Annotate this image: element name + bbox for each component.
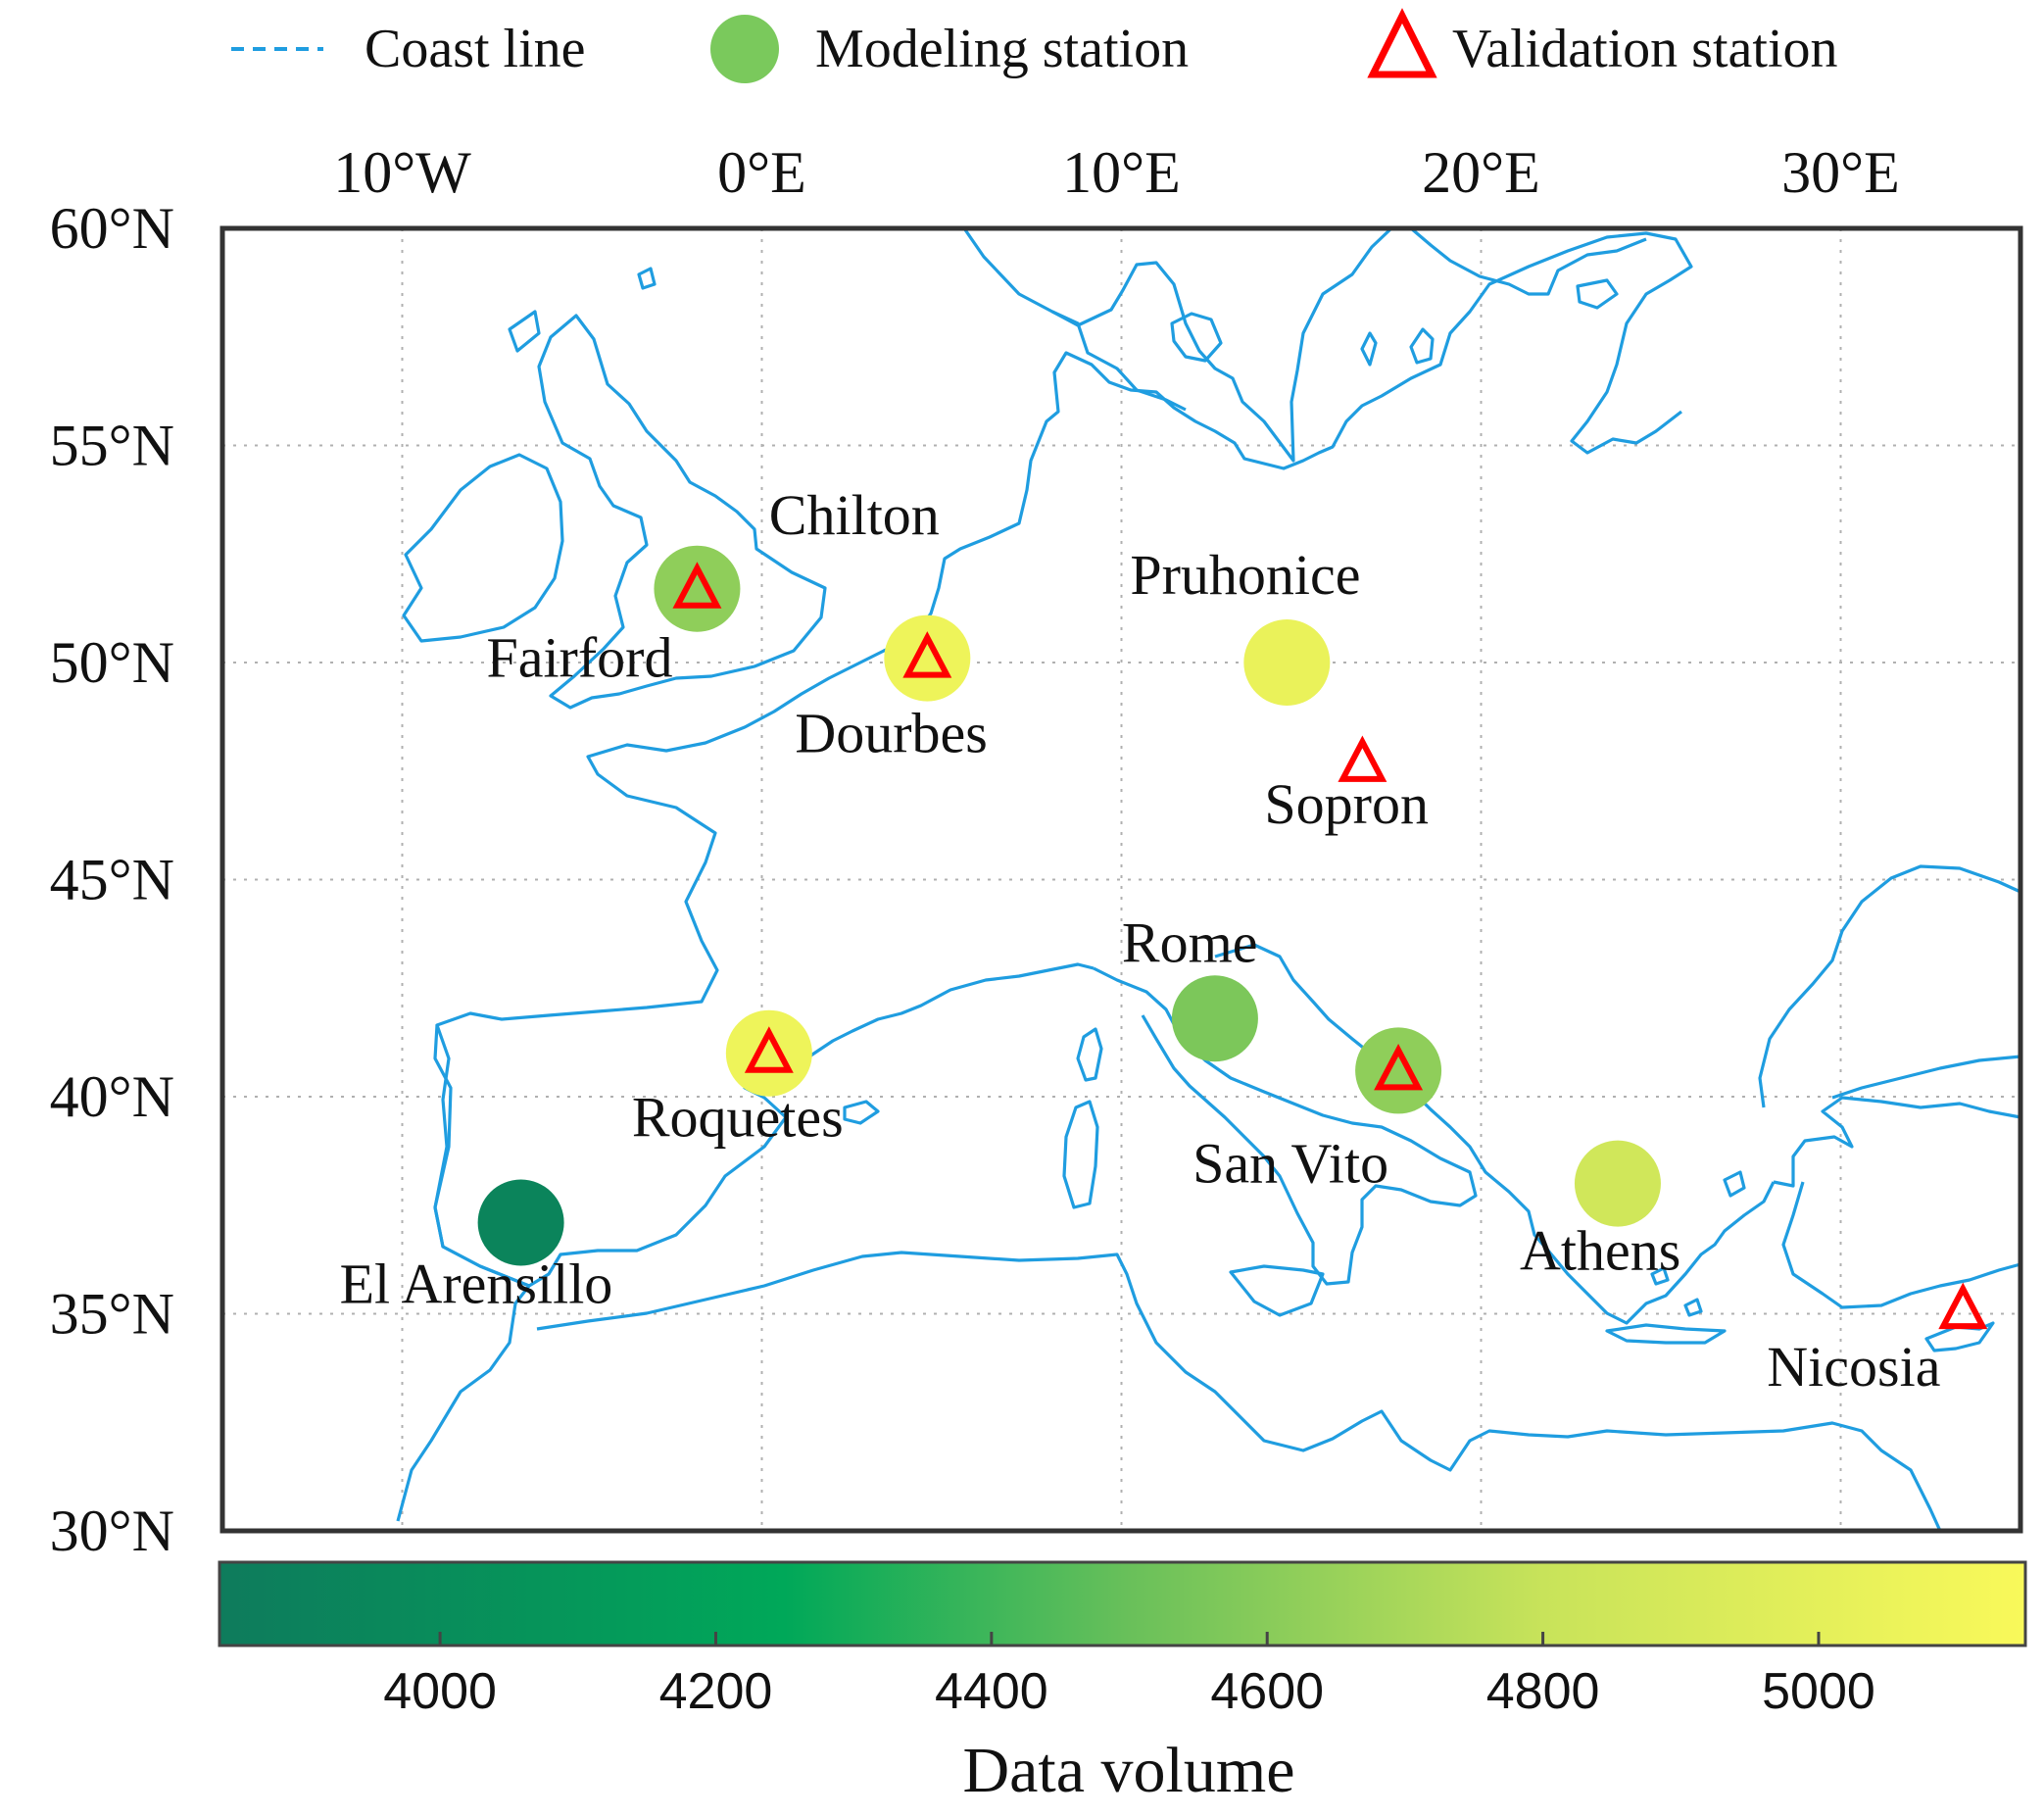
lon-tick-label: 10°W	[333, 140, 471, 205]
colorbar-tick-label: 4000	[383, 1663, 497, 1720]
latitude-tick-labels: 60°N 55°N 50°N 45°N 40°N 35°N 30°N	[50, 196, 174, 1563]
modeling-station-legend-icon	[710, 15, 779, 83]
legend-coast-label: Coast line	[365, 19, 586, 79]
coast-mallorca	[843, 1100, 880, 1125]
colorbar	[218, 1560, 2027, 1647]
modeling-station-marker	[1243, 619, 1331, 706]
colorbar-tick-label: 4400	[935, 1663, 1048, 1720]
legend-validation-label: Validation station	[1452, 19, 1838, 79]
validation-station-marker	[1374, 1043, 1424, 1091]
modeling-station-marker	[884, 614, 971, 702]
colorbar-tick-label: 4200	[659, 1663, 773, 1720]
coast-ireland	[402, 453, 564, 643]
coast-saaremaa	[1576, 278, 1619, 310]
colorbar-ticks: 4000 4200 4400 4600 4800 5000	[383, 1632, 1875, 1720]
validation-station-marker	[744, 1026, 794, 1073]
modeling-station-marker	[477, 1179, 564, 1266]
lat-tick-label: 35°N	[50, 1282, 174, 1347]
lat-tick-label: 55°N	[50, 414, 174, 478]
station-label: Chilton	[769, 483, 940, 547]
lon-tick-label: 20°E	[1422, 140, 1540, 205]
validation-station-marker	[1938, 1282, 1988, 1330]
coast-black-sea	[1758, 864, 2021, 1108]
validation-station-marker	[1338, 735, 1387, 782]
colorbar-tick-label: 4600	[1210, 1663, 1324, 1720]
station-label: Pruhonice	[1130, 543, 1360, 607]
coast-great-britain	[537, 314, 827, 710]
coast-africa-north	[536, 1251, 1942, 1532]
longitude-tick-labels: 10°W 0°E 10°E 20°E 30°E	[333, 140, 1900, 205]
coast-mainland-europe	[396, 231, 1693, 1522]
coast-italy	[1093, 966, 1478, 1286]
station-label: Athens	[1520, 1219, 1680, 1283]
coast-sicily	[1229, 1264, 1325, 1317]
modeling-station-marker	[1355, 1027, 1442, 1114]
map-frame	[219, 225, 2023, 1534]
coast-sardinia	[1062, 1100, 1099, 1209]
station-markers	[477, 545, 1988, 1330]
station-label: San Vito	[1192, 1131, 1388, 1195]
station-label: El Arensillo	[340, 1252, 613, 1315]
validation-station-marker	[672, 562, 722, 609]
colorbar-tick-label: 4800	[1486, 1663, 1600, 1720]
coast-adriatic-east	[1214, 943, 1776, 1325]
validation-station-legend-icon	[1367, 8, 1437, 78]
station-label: Rome	[1122, 910, 1258, 974]
coast-oland	[1360, 331, 1378, 367]
station-label: Dourbes	[795, 702, 988, 765]
station-labels: Fairford Chilton Dourbes Pruhonice Sopron Rom…	[340, 483, 1941, 1399]
coast-shetland	[637, 267, 657, 290]
coast-greece-islands	[1650, 1170, 1746, 1317]
lon-tick-label: 10°E	[1062, 140, 1181, 205]
coast-sjaelland	[1170, 312, 1223, 363]
modeling-station-marker	[654, 545, 741, 632]
modeling-station-marker	[1171, 975, 1258, 1062]
coast-anatolia	[1773, 1096, 2021, 1309]
validation-station-marker	[902, 631, 952, 678]
station-label: Fairford	[486, 626, 672, 690]
colorbar-tick-label: 5000	[1762, 1663, 1875, 1720]
coast-crete	[1605, 1323, 1727, 1345]
colorbar-label: Data volume	[962, 1735, 1294, 1806]
lat-tick-label: 40°N	[50, 1064, 174, 1129]
coastlines	[396, 226, 2021, 1532]
lat-tick-label: 50°N	[50, 630, 174, 695]
modeling-station-marker	[725, 1009, 812, 1097]
station-label: Roquetes	[632, 1086, 844, 1150]
coast-hebrides	[508, 310, 541, 353]
coast-gotland	[1409, 327, 1435, 365]
modeling-station-marker	[1574, 1140, 1661, 1227]
legend: Coast line Modeling station Validation s…	[231, 8, 1838, 83]
station-label: Nicosia	[1767, 1335, 1940, 1399]
legend-modeling-label: Modeling station	[815, 19, 1189, 79]
lon-tick-label: 30°E	[1781, 140, 1900, 205]
lat-tick-label: 45°N	[50, 848, 174, 912]
station-label: Sopron	[1264, 772, 1429, 836]
lon-tick-label: 0°E	[717, 140, 806, 205]
lat-tick-label: 60°N	[50, 196, 174, 261]
coast-iberia-north	[433, 962, 1095, 1288]
coast-baltic-east	[1409, 226, 1647, 296]
lat-tick-label: 30°N	[50, 1499, 174, 1563]
coast-jutland	[1051, 310, 1187, 412]
coast-corsica	[1076, 1027, 1103, 1082]
